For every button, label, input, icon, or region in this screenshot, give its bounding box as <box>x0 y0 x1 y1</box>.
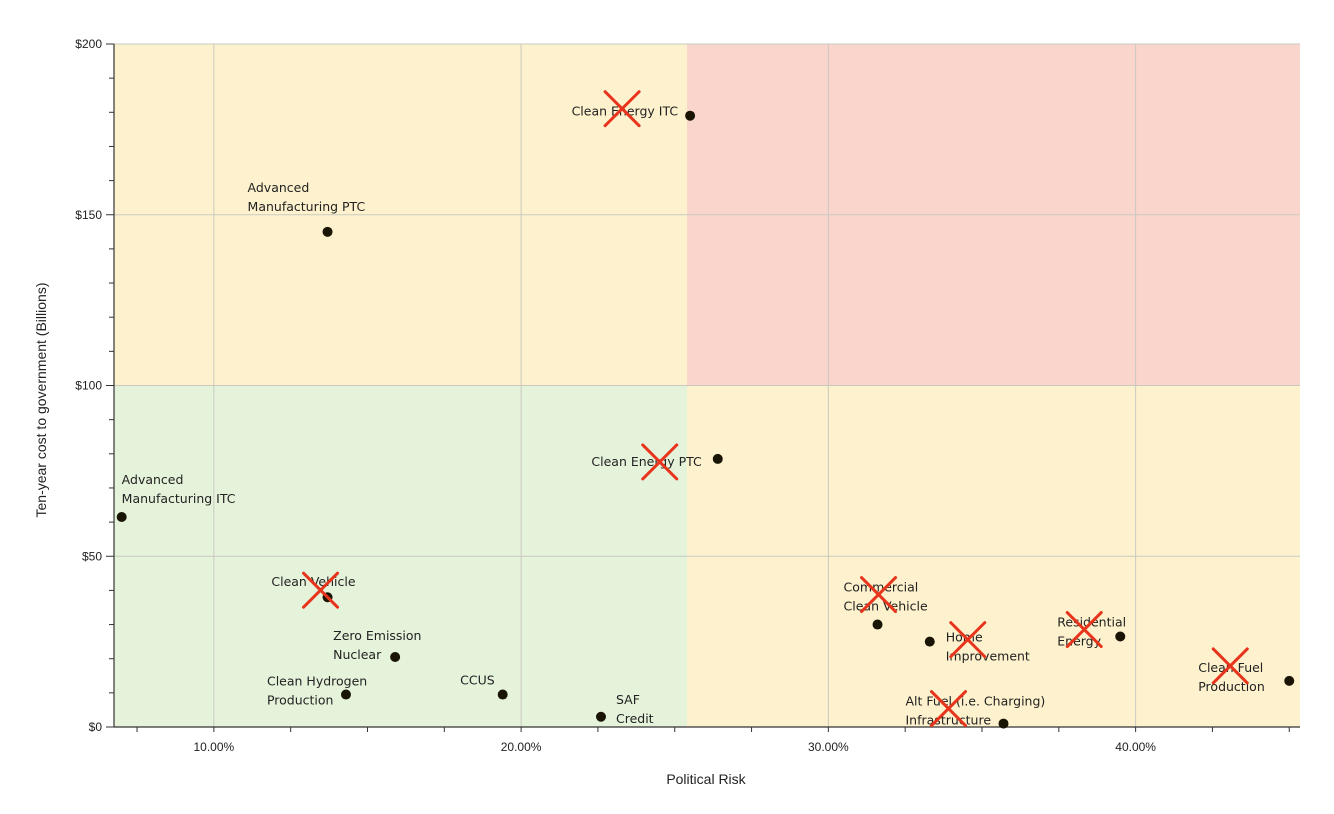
point-clean-energy-itc-cross-icon <box>603 90 641 128</box>
point-ccus-label: CCUS <box>460 673 495 688</box>
point-commercial-clean-vehicle-cross-icon <box>860 576 898 614</box>
point-advanced-manufacturing-itc-label-line: Manufacturing ITC <box>122 491 236 506</box>
cross-stroke <box>1065 611 1103 649</box>
point-ccus-label-line: CCUS <box>460 673 495 688</box>
data-points <box>116 110 1295 729</box>
point-clean-fuel-production-cross-icon <box>1211 647 1249 685</box>
cross-marks <box>302 90 1249 728</box>
point-home-improvement <box>924 636 935 647</box>
point-saf-credit <box>595 711 606 722</box>
y-axis-title: Ten-year cost to government (Billions) <box>33 283 49 518</box>
point-saf-credit-label: SAF Credit <box>616 692 654 726</box>
grid-lines <box>114 43 1300 727</box>
x-tick-label: 20.00% <box>501 740 542 754</box>
point-clean-energy-itc <box>685 110 696 121</box>
cross-stroke <box>930 690 967 728</box>
x-tick-label: 40.00% <box>1115 740 1156 754</box>
point-zero-emission-nuclear-label: Zero Emission Nuclear <box>333 628 421 662</box>
point-clean-vehicle-cross-icon <box>302 571 340 609</box>
x-axis-ticks: 10.00% 20.00% 30.00% 40.00% <box>136 727 1290 754</box>
y-axis-ticks: $0 $50 $100 $150 $200 <box>75 37 114 734</box>
point-clean-hydrogen-production-label: Clean Hydrogen Production <box>267 674 367 708</box>
point-commercial-clean-vehicle-label-line: Commercial <box>844 580 919 595</box>
point-commercial-clean-vehicle <box>872 619 883 630</box>
cross-stroke <box>860 576 898 614</box>
point-clean-fuel-production-label-line: Production <box>1198 679 1265 694</box>
x-tick-label: 30.00% <box>808 740 849 754</box>
point-advanced-manufacturing-ptc-label-line: Advanced <box>248 180 310 195</box>
point-advanced-manufacturing-ptc-label: Advanced Manufacturing PTC <box>248 180 366 214</box>
point-clean-energy-ptc-cross-icon <box>641 443 679 481</box>
point-residential-energy <box>1115 631 1126 642</box>
point-zero-emission-nuclear-label-line: Zero Emission <box>333 628 421 643</box>
point-advanced-manufacturing-itc-label-line: Advanced <box>122 472 184 487</box>
cross-stroke <box>949 621 987 659</box>
y-tick-label: $50 <box>82 549 102 563</box>
point-ccus <box>497 689 508 700</box>
point-zero-emission-nuclear-label-line: Nuclear <box>333 647 382 662</box>
point-alt-fuel-i-e-charging-infrastructure-label: Alt Fuel (i.e. Charging) Infrastructure <box>906 694 1046 728</box>
point-zero-emission-nuclear <box>390 651 401 662</box>
point-alt-fuel-i-e-charging-infrastructure-label-line: Alt Fuel (i.e. Charging) <box>906 694 1046 709</box>
point-saf-credit-label-line: SAF <box>616 692 640 707</box>
point-clean-energy-ptc-label: Clean Energy PTC <box>591 454 702 469</box>
point-residential-energy-cross-icon <box>1065 611 1103 649</box>
y-tick-label: $200 <box>75 37 102 51</box>
point-clean-energy-ptc <box>712 453 723 464</box>
point-clean-hydrogen-production-label-line: Production <box>267 693 334 708</box>
point-clean-energy-ptc-label-line: Clean Energy PTC <box>591 454 702 469</box>
y-tick-label: $0 <box>89 720 103 734</box>
point-clean-hydrogen-production-label-line: Clean Hydrogen <box>267 674 367 689</box>
cross-stroke <box>1211 647 1249 685</box>
point-clean-hydrogen-production <box>340 689 351 700</box>
point-advanced-manufacturing-itc-label: Advanced Manufacturing ITC <box>122 472 236 506</box>
point-home-improvement-label-line: Improvement <box>946 649 1030 664</box>
point-home-improvement-cross-icon <box>949 621 987 659</box>
point-clean-fuel-production <box>1284 675 1295 686</box>
point-alt-fuel-i-e-charging-infrastructure-label-line: Infrastructure <box>906 713 992 728</box>
point-alt-fuel-i-e-charging-infrastructure <box>998 718 1009 729</box>
cross-stroke <box>302 571 340 609</box>
cross-stroke <box>603 90 641 128</box>
point-alt-fuel-i-e-charging-infrastructure-cross-icon <box>930 690 967 728</box>
point-saf-credit-label-line: Credit <box>616 711 654 726</box>
point-advanced-manufacturing-ptc <box>322 226 333 237</box>
point-advanced-manufacturing-itc <box>116 511 127 522</box>
point-advanced-manufacturing-ptc-label-line: Manufacturing PTC <box>248 199 366 214</box>
x-tick-label: 10.00% <box>194 740 235 754</box>
y-tick-label: $150 <box>75 208 102 222</box>
cross-stroke <box>641 443 679 481</box>
x-axis-title: Political Risk <box>666 771 746 787</box>
y-tick-label: $100 <box>75 379 102 393</box>
